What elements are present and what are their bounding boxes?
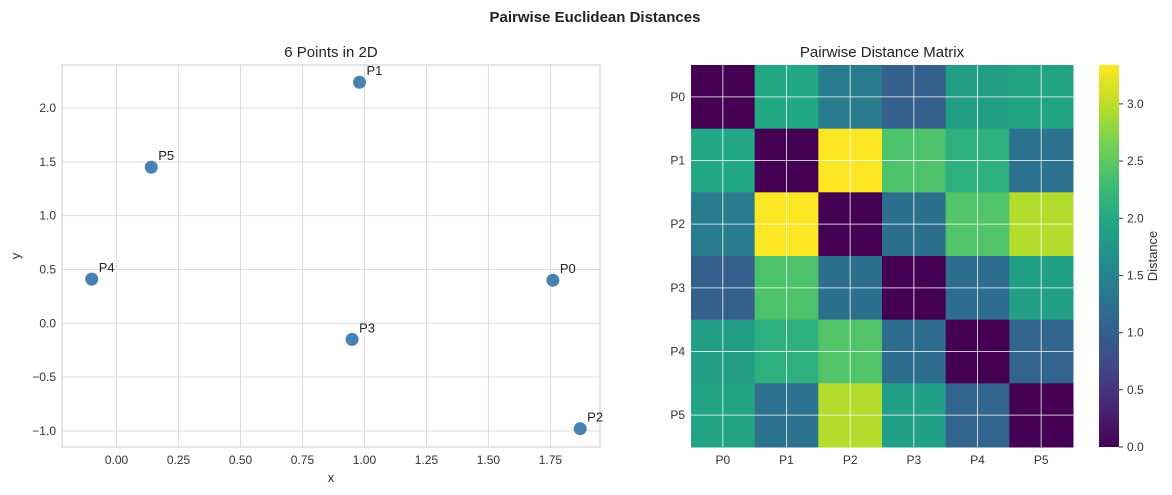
- heatmap-y-tick-label: P0: [670, 90, 685, 104]
- scatter-x-tick-label: 1.50: [477, 453, 501, 467]
- scatter-y-ticks: −1.0 −0.5 0.0 0.5 1.0 1.5 2.0: [32, 101, 56, 438]
- scatter-panel: 6 Points in 2D 0.00 0.25 0.50 0.75 1.00 1.25 1…: [8, 44, 603, 485]
- colorbar-label: Distance: [1145, 231, 1160, 282]
- heatmap-y-tick-label: P5: [670, 408, 685, 422]
- figure-title: Pairwise Euclidean Distances: [490, 9, 701, 26]
- colorbar-tick-label: 0.0: [1127, 440, 1144, 454]
- heatmap-x-tick-label: P0: [715, 453, 730, 467]
- scatter-y-tick-label: 0.5: [39, 262, 56, 276]
- heatmap-x-tick-label: P3: [906, 453, 921, 467]
- heatmap-y-tick-label: P3: [670, 281, 685, 295]
- heatmap-cells: [691, 65, 1074, 448]
- heatmap-x-tick-label: P1: [779, 453, 794, 467]
- scatter-y-axis-label: y: [8, 252, 23, 259]
- colorbar: 0.0 0.5 1.0 1.5 2.0 2.5 3.0 Distance: [1099, 65, 1160, 454]
- scatter-point-p2: [573, 422, 587, 436]
- scatter-x-tick-label: 1.75: [539, 453, 563, 467]
- scatter-title: 6 Points in 2D: [284, 44, 378, 61]
- heatmap-x-ticks: P0 P1 P2 P3 P4 P5: [715, 453, 1048, 467]
- scatter-y-tick-label: −0.5: [32, 370, 56, 384]
- scatter-point-p4: [85, 272, 99, 286]
- scatter-point-p0: [546, 273, 560, 287]
- scatter-x-tick-label: 1.25: [415, 453, 439, 467]
- scatter-y-tick-label: −1.0: [32, 424, 56, 438]
- scatter-point-p3: [345, 332, 359, 346]
- colorbar-tick-label: 0.5: [1127, 383, 1144, 397]
- scatter-point-label-p4: P4: [99, 260, 115, 275]
- colorbar-ticks: 0.0 0.5 1.0 1.5 2.0 2.5 3.0: [1119, 97, 1144, 454]
- colorbar-tick-label: 3.0: [1127, 97, 1144, 111]
- heatmap-y-tick-label: P1: [670, 154, 685, 168]
- colorbar-tick-label: 2.5: [1127, 154, 1144, 168]
- colorbar-tick-label: 1.5: [1127, 268, 1144, 282]
- scatter-grid: [62, 65, 600, 447]
- scatter-x-axis-label: x: [328, 470, 335, 485]
- scatter-point-label-p2: P2: [587, 410, 603, 425]
- heatmap-y-ticks: P0 P1 P2 P3 P4 P5: [670, 90, 685, 422]
- heatmap-x-tick-label: P2: [843, 453, 858, 467]
- scatter-x-tick-label: 0.25: [167, 453, 191, 467]
- scatter-x-ticks: 0.00 0.25 0.50 0.75 1.00 1.25 1.50 1.75: [105, 453, 563, 467]
- scatter-x-tick-label: 1.00: [353, 453, 377, 467]
- colorbar-tick-label: 2.0: [1127, 211, 1144, 225]
- scatter-y-tick-label: 0.0: [39, 316, 56, 330]
- scatter-x-tick-label: 0.50: [229, 453, 253, 467]
- colorbar-gradient: [1099, 65, 1119, 447]
- heatmap-x-tick-label: P4: [970, 453, 985, 467]
- scatter-points: P0 P1 P2 P3 P4 P5: [85, 63, 603, 436]
- scatter-point-label-p1: P1: [367, 63, 383, 78]
- scatter-x-tick-label: 0.00: [105, 453, 129, 467]
- heatmap-title: Pairwise Distance Matrix: [800, 44, 965, 61]
- scatter-y-tick-label: 1.0: [39, 209, 56, 223]
- scatter-point-label-p0: P0: [560, 261, 576, 276]
- heatmap-grid: [691, 65, 1073, 447]
- colorbar-tick-label: 1.0: [1127, 326, 1144, 340]
- scatter-x-tick-label: 0.75: [291, 453, 315, 467]
- scatter-point-p1: [353, 75, 367, 89]
- scatter-y-tick-label: 2.0: [39, 101, 56, 115]
- scatter-point-p5: [144, 160, 158, 174]
- scatter-plot-frame: [61, 64, 601, 448]
- heatmap-y-tick-label: P2: [670, 217, 685, 231]
- heatmap-panel: Pairwise Distance Matrix P0 P1 P2 P3 P4 P5 P0…: [670, 44, 1074, 467]
- scatter-point-label-p5: P5: [158, 148, 174, 163]
- heatmap-x-tick-label: P5: [1034, 453, 1049, 467]
- heatmap-y-tick-label: P4: [670, 345, 685, 359]
- scatter-y-tick-label: 1.5: [39, 155, 56, 169]
- scatter-point-label-p3: P3: [359, 320, 375, 335]
